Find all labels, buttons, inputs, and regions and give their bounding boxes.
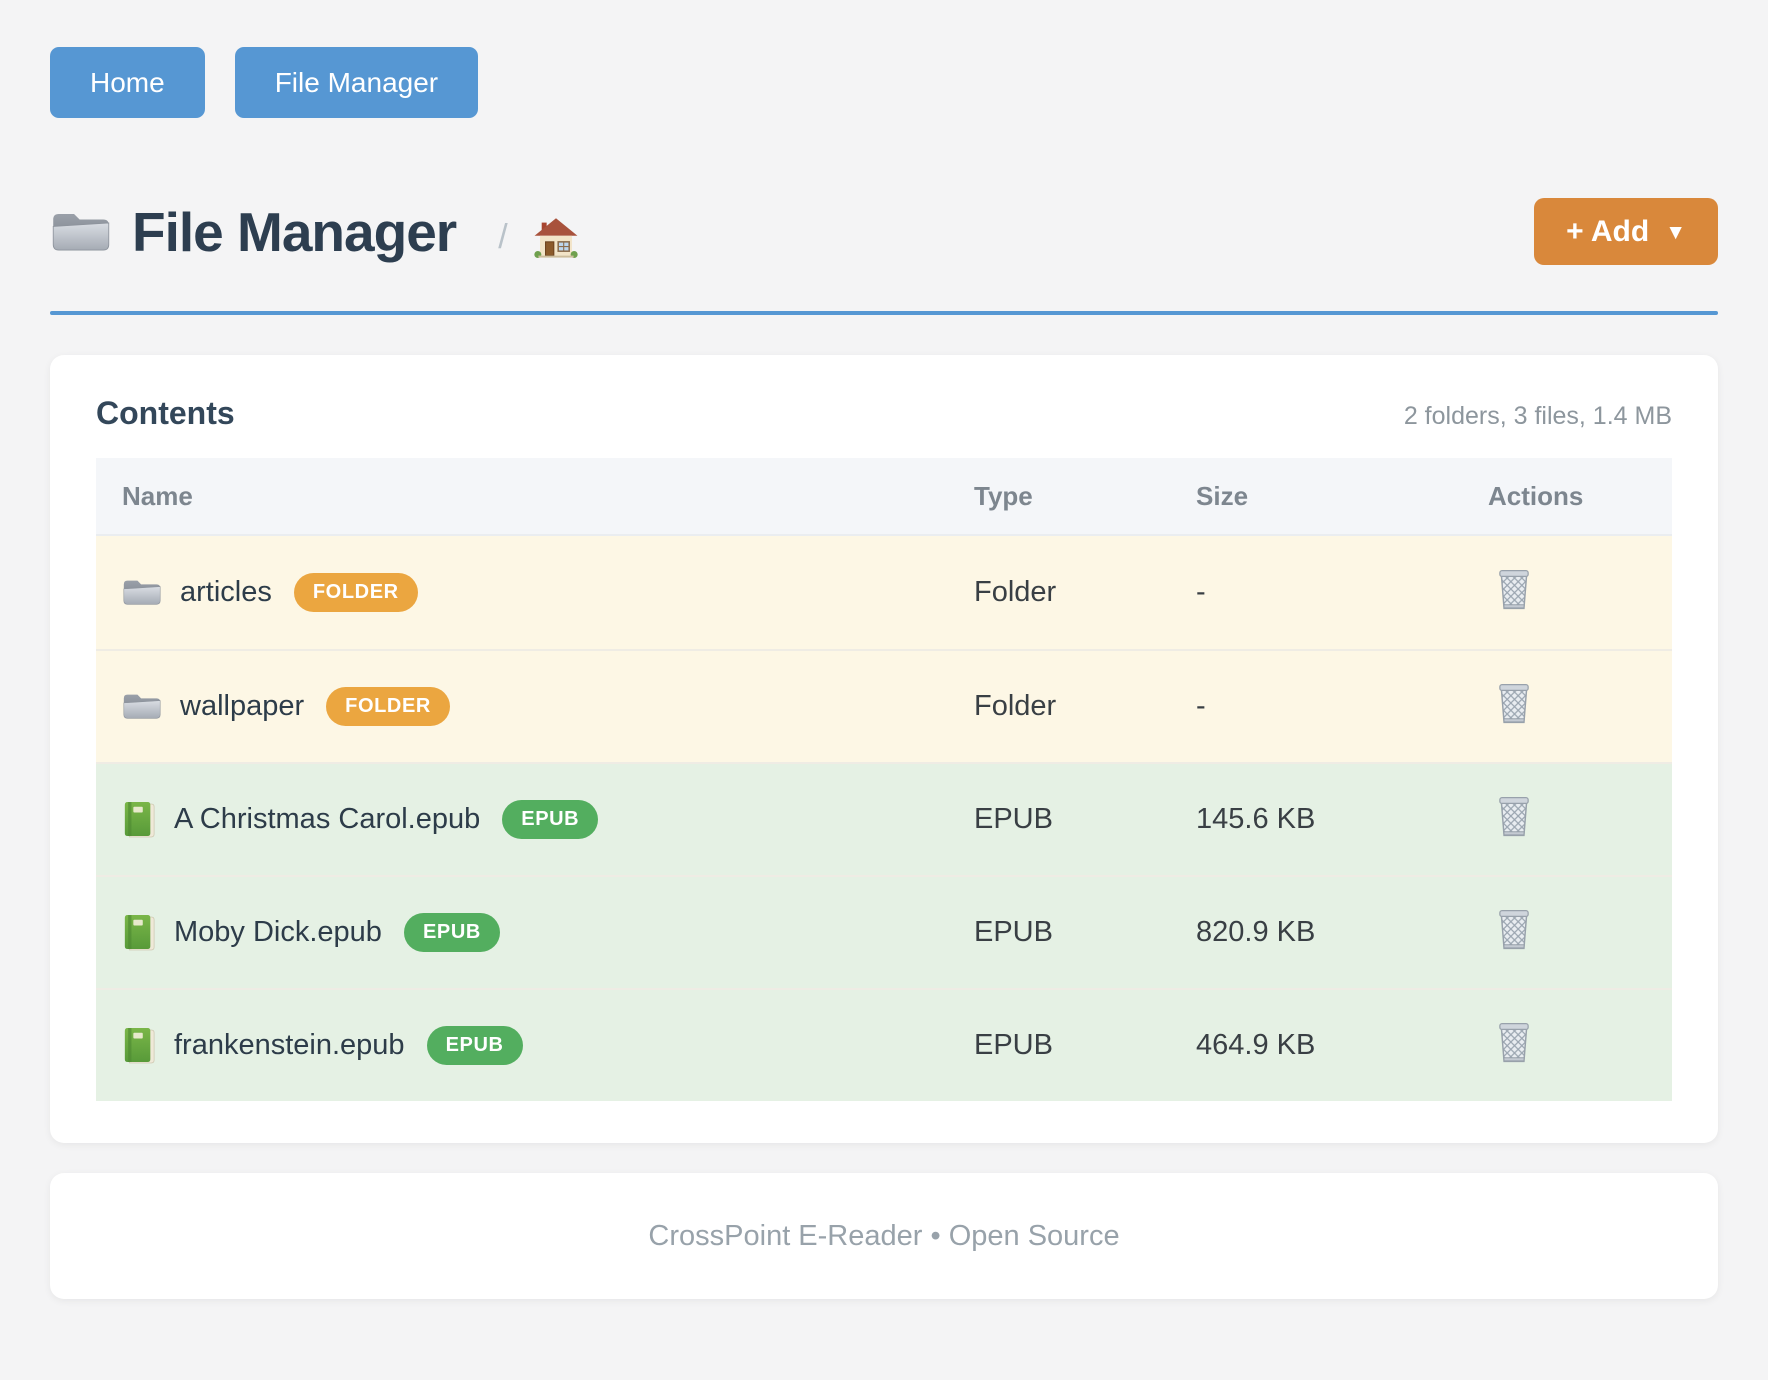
table-row: wallpaper FOLDER Folder - <box>96 649 1672 762</box>
trash-icon <box>1496 909 1532 954</box>
house-icon <box>534 218 578 263</box>
file-type-badge: FOLDER <box>326 687 450 726</box>
file-name-link[interactable]: articles <box>180 576 272 608</box>
file-name-link[interactable]: Moby Dick.epub <box>174 916 382 948</box>
size-cell: 820.9 KB <box>1196 916 1316 948</box>
nav-home-button[interactable]: Home <box>50 47 205 118</box>
folder-icon <box>122 690 162 723</box>
size-cell: - <box>1196 690 1206 722</box>
delete-button[interactable] <box>1496 794 1532 838</box>
file-type-badge: FOLDER <box>293 573 418 612</box>
table-row: frankenstein.epub EPUB EPUB 464.9 KB <box>96 988 1672 1101</box>
file-type-badge: EPUB <box>426 1026 523 1065</box>
type-cell: EPUB <box>974 1029 1053 1061</box>
name-cell: A Christmas Carol.epub EPUB <box>96 800 974 840</box>
name-cell: wallpaper FOLDER <box>96 687 974 726</box>
page-header: File Manager / <box>50 198 1718 265</box>
footer-text: CrossPoint E-Reader • Open Source <box>648 1219 1120 1252</box>
breadcrumb-separator: / <box>498 218 508 256</box>
add-button-label: + Add <box>1566 214 1650 248</box>
folder-icon <box>50 207 112 257</box>
size-cell: 145.6 KB <box>1196 803 1316 835</box>
top-nav: Home File Manager <box>50 0 1718 118</box>
column-header-name: Name <box>122 480 193 511</box>
book-icon <box>122 1026 156 1066</box>
size-cell: - <box>1196 576 1206 608</box>
table-header-row: Name Type Size Actions <box>96 458 1672 536</box>
trash-icon <box>1496 569 1532 614</box>
folder-icon <box>122 576 162 609</box>
table-row: articles FOLDER Folder - <box>96 536 1672 649</box>
actions-cell <box>1488 907 1672 959</box>
file-type-badge: EPUB <box>502 800 599 839</box>
column-header-actions: Actions <box>1488 480 1584 511</box>
book-icon <box>122 800 156 840</box>
contents-summary: 2 folders, 3 files, 1.4 MB <box>1403 402 1672 430</box>
type-cell: EPUB <box>974 916 1053 948</box>
file-manager-page: Home File Manager File Manager / <box>50 0 1718 1299</box>
delete-button[interactable] <box>1496 681 1532 725</box>
column-header-name: Type <box>974 480 1033 511</box>
home-breadcrumb-link[interactable] <box>534 216 578 263</box>
delete-button[interactable] <box>1496 567 1532 611</box>
file-name-link[interactable]: wallpaper <box>180 690 305 722</box>
title-divider <box>50 311 1718 315</box>
actions-cell <box>1488 1020 1672 1072</box>
book-icon <box>122 913 156 953</box>
file-name-link[interactable]: A Christmas Carol.epub <box>174 803 481 835</box>
table-row: Moby Dick.epub EPUB EPUB 820.9 KB <box>96 875 1672 988</box>
delete-button[interactable] <box>1496 1020 1532 1064</box>
actions-cell <box>1488 681 1672 733</box>
size-cell: 464.9 KB <box>1196 1029 1316 1061</box>
type-cell: Folder <box>974 576 1057 608</box>
name-cell: articles FOLDER <box>96 573 974 612</box>
add-button[interactable]: + Add ▼ <box>1534 198 1718 265</box>
trash-icon <box>1496 796 1532 841</box>
type-cell: EPUB <box>974 803 1053 835</box>
card-title: Contents <box>96 395 235 431</box>
actions-cell <box>1488 794 1672 846</box>
page-title: File Manager <box>132 200 457 263</box>
name-cell: Moby Dick.epub EPUB <box>96 913 974 953</box>
trash-icon <box>1496 683 1532 728</box>
delete-button[interactable] <box>1496 907 1532 951</box>
actions-cell <box>1488 567 1672 619</box>
footer: CrossPoint E-Reader • Open Source <box>50 1173 1718 1299</box>
type-cell: Folder <box>974 690 1057 722</box>
file-table: Name Type Size Actions articles FOLDER F… <box>96 458 1672 1101</box>
file-type-badge: EPUB <box>403 913 500 952</box>
card-head: Contents 2 folders, 3 files, 1.4 MB <box>96 395 1672 432</box>
table-row: A Christmas Carol.epub EPUB EPUB 145.6 K… <box>96 762 1672 875</box>
trash-icon <box>1496 1022 1532 1067</box>
contents-card: Contents 2 folders, 3 files, 1.4 MB Name… <box>50 355 1718 1143</box>
title-wrap: File Manager / <box>50 200 578 264</box>
chevron-down-icon: ▼ <box>1665 220 1686 244</box>
nav-file-manager-button[interactable]: File Manager <box>234 47 479 118</box>
file-name-link[interactable]: frankenstein.epub <box>174 1029 405 1061</box>
column-header-size: Size <box>1196 480 1249 511</box>
name-cell: frankenstein.epub EPUB <box>96 1026 974 1066</box>
table-body: articles FOLDER Folder - <box>96 536 1672 1101</box>
